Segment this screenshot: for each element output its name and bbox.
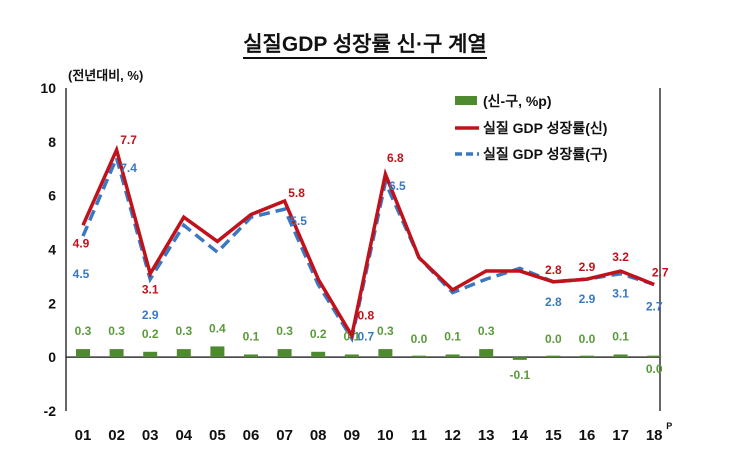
bar-label: 0.0 [646,362,663,376]
bar-label: 0.0 [579,332,596,346]
point-label: 2.9 [579,292,596,306]
bar-label: 0.3 [108,324,125,338]
bar-label: 0.2 [142,327,159,341]
bar [445,354,460,358]
point-label: 4.9 [73,236,90,250]
point-label: 6.8 [387,151,404,165]
bar [412,355,426,358]
point-label: 2.7 [652,265,669,279]
bar [109,349,124,358]
x-tick-label: 12 [444,427,461,444]
point-label: 2.9 [579,260,596,274]
point-label: 2.8 [545,263,562,277]
legend-bar-swatch [455,96,477,105]
point-label: 4.5 [73,267,90,281]
point-label: 5.8 [288,186,305,200]
point-label: 7.7 [120,133,137,147]
bar-label: 0.3 [377,324,394,338]
bar-label: 0.2 [310,327,327,341]
bar-label: 0.1 [243,329,260,343]
x-tick-label: 11 [411,427,427,444]
series-line [81,152,655,343]
point-label: 5.5 [290,214,307,228]
x-tick-label: 02 [108,427,125,444]
x-tick-label: 10 [377,427,394,444]
x-tick-superscript: P [666,421,672,431]
bar-label: 0.3 [75,324,92,338]
point-label: 2.8 [545,295,562,309]
bar [76,349,90,358]
y-tick-label: 6 [48,188,56,204]
point-label: 0.7 [357,329,374,343]
bar [210,346,225,358]
bar-label: 0.1 [444,329,461,343]
x-tick-label: 01 [75,427,92,444]
bar-label: 0.3 [175,324,192,338]
x-tick-label: 05 [209,427,226,444]
x-tick-label: 08 [310,427,327,444]
bar [512,357,527,360]
legend-label: 실질 GDP 성장률(구) [483,146,607,162]
bar-label: 0.4 [209,321,226,335]
legend-label: 실질 GDP 성장률(신) [483,120,607,136]
point-label: 2.7 [646,299,663,313]
bar [378,349,393,358]
y-tick-label: -2 [44,403,57,419]
bar-label: 0.0 [545,332,562,346]
bar [176,349,191,358]
bar [546,355,561,358]
x-tick-label: 04 [175,427,192,444]
point-label: 3.1 [612,287,629,301]
series-line [81,144,655,341]
x-tick-label: 16 [579,427,596,444]
bar-label: 0.0 [411,332,428,346]
unit-label: (전년대비, %) [68,68,143,83]
x-tick-label: 15 [545,427,562,444]
y-tick-label: 2 [48,295,56,311]
bar [277,349,292,358]
x-tick-label: 13 [478,427,495,444]
x-tick-label: 03 [142,427,159,444]
x-tick-label: 17 [612,427,629,444]
bar [580,355,594,358]
x-tick-label: 18 [646,427,663,444]
y-tick-label: 0 [48,349,56,365]
x-tick-label: 07 [276,427,293,444]
bar-label: 0.1 [612,329,629,343]
x-tick-label: 09 [343,427,360,444]
bar [244,354,258,358]
bar [647,355,662,358]
x-tick-label: 06 [243,427,260,444]
point-label: 2.9 [142,308,159,322]
legend-label: (신-구, %p) [483,93,552,109]
x-tick-label: 14 [511,427,528,444]
point-label: 7.4 [120,161,137,175]
bar [143,351,158,358]
bar [613,354,628,358]
point-label: 3.1 [142,283,159,297]
y-tick-label: 10 [40,80,56,96]
y-tick-label: 4 [48,242,56,258]
bar [311,351,326,358]
y-tick-label: 8 [48,134,56,150]
point-label: 6.5 [389,179,406,193]
point-label: 3.2 [612,250,629,264]
bar [344,354,359,358]
point-label: 0.8 [357,309,374,323]
bar [479,349,494,358]
chart-title: 실질GDP 성장률 신·구 계열 [0,28,730,59]
bar-label: 0.3 [276,324,293,338]
bar-label: -0.1 [509,368,530,382]
bar-label: 0.3 [478,324,495,338]
